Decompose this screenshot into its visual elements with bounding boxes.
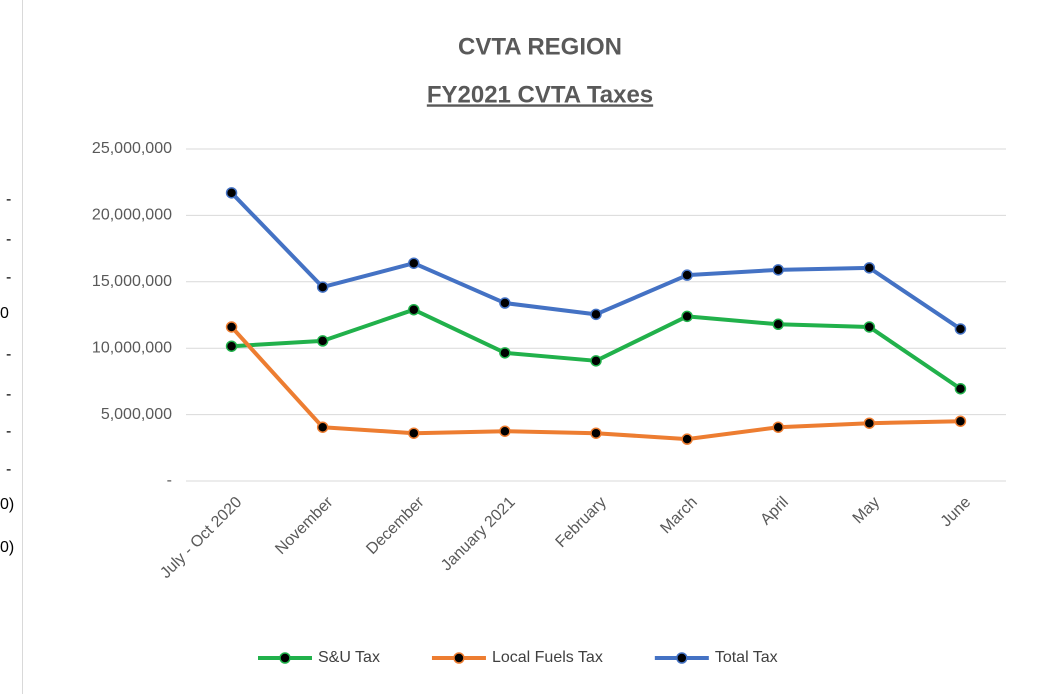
data-point <box>408 303 420 316</box>
sheet-fragment: - <box>6 346 12 363</box>
data-point <box>681 310 693 323</box>
chart-title: CVTA REGION <box>458 33 622 60</box>
data-point <box>772 264 784 276</box>
sheet-fragment: - <box>6 386 12 403</box>
data-point <box>954 415 967 427</box>
data-point <box>316 281 329 293</box>
data-point <box>863 262 876 274</box>
sheet-fragment: 0) <box>0 539 15 556</box>
y-tick-label: - <box>167 472 172 489</box>
sheet-fragment: - <box>6 231 12 248</box>
data-point <box>681 269 693 281</box>
data-point <box>225 340 238 352</box>
sheet-fragment: - <box>6 461 12 478</box>
data-point <box>225 321 238 333</box>
data-point <box>408 427 420 439</box>
data-point <box>499 297 511 309</box>
data-point <box>316 335 329 347</box>
data-point <box>954 382 967 395</box>
data-point <box>590 308 602 321</box>
data-point <box>590 427 602 439</box>
legend-label: S&U Tax <box>318 649 380 666</box>
data-point <box>408 257 420 269</box>
sheet-fragment: 0 <box>0 305 9 322</box>
y-tick-label: 5,000,000 <box>101 406 172 423</box>
legend-label: Local Fuels Tax <box>492 649 603 666</box>
y-tick-label: 15,000,000 <box>92 273 172 290</box>
sheet-fragment: - <box>6 269 12 286</box>
data-point <box>681 433 693 445</box>
sheet-fragment: - <box>6 191 12 208</box>
data-point <box>225 187 238 199</box>
data-point <box>863 321 876 333</box>
data-point <box>772 421 784 433</box>
y-tick-label: 10,000,000 <box>92 339 172 356</box>
data-point <box>772 318 784 331</box>
y-tick-label: 20,000,000 <box>92 207 172 224</box>
data-point <box>954 323 967 335</box>
data-point <box>316 421 329 433</box>
data-point <box>590 355 602 367</box>
sheet-fragment: 0) <box>0 496 15 513</box>
legend-marker <box>453 652 465 664</box>
data-point <box>499 425 511 437</box>
chart-subtitle: FY2021 CVTA Taxes <box>427 81 653 108</box>
legend-marker <box>279 652 291 664</box>
chart-border <box>22 0 1041 694</box>
legend-label: Total Tax <box>715 649 778 666</box>
legend-marker <box>676 652 688 664</box>
data-point <box>863 417 876 429</box>
y-tick-label: 25,000,000 <box>92 140 172 157</box>
sheet-fragment: - <box>6 423 12 440</box>
data-point <box>499 347 511 359</box>
